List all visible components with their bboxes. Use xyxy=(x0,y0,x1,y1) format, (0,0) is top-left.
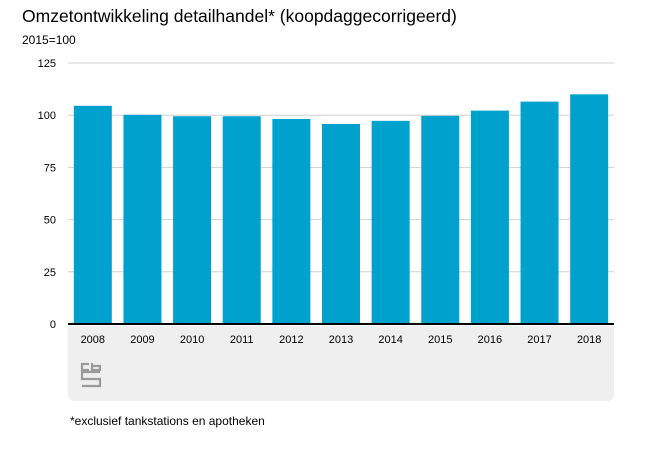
y-tick-label: 0 xyxy=(50,319,56,331)
bar xyxy=(73,105,112,324)
bar xyxy=(371,120,410,324)
chart-title: Omzetontwikkeling detailhandel* (koopdag… xyxy=(22,6,457,26)
bar xyxy=(470,110,509,324)
x-tick-label: 2009 xyxy=(130,334,154,346)
y-tick-label: 50 xyxy=(44,215,56,227)
chart-subtitle: 2015=100 xyxy=(22,33,76,47)
footnote: *exclusief tankstations en apotheken xyxy=(70,414,265,428)
bar xyxy=(222,116,261,324)
x-tick-label: 2012 xyxy=(279,334,303,346)
bar xyxy=(520,101,559,325)
bar xyxy=(173,116,212,324)
x-tick-label: 2016 xyxy=(478,334,502,346)
x-tick-label: 2015 xyxy=(428,334,452,346)
y-tick-label: 100 xyxy=(38,110,56,122)
bar xyxy=(322,123,360,324)
y-tick-label: 75 xyxy=(44,162,56,174)
y-tick-label: 125 xyxy=(38,58,56,70)
x-tick-label: 2008 xyxy=(81,334,105,346)
bar xyxy=(272,118,311,324)
footer-band xyxy=(68,326,614,401)
bar xyxy=(570,94,609,324)
x-tick-label: 2010 xyxy=(180,334,204,346)
x-tick-label: 2014 xyxy=(378,334,402,346)
x-tick-label: 2013 xyxy=(329,334,353,346)
bar xyxy=(421,115,460,324)
x-tick-label: 2017 xyxy=(527,334,551,346)
bar xyxy=(123,114,162,324)
y-tick-label: 25 xyxy=(44,267,56,279)
cbs-logo-icon xyxy=(80,362,102,388)
x-tick-label: 2018 xyxy=(577,334,601,346)
x-tick-label: 2011 xyxy=(230,334,254,346)
